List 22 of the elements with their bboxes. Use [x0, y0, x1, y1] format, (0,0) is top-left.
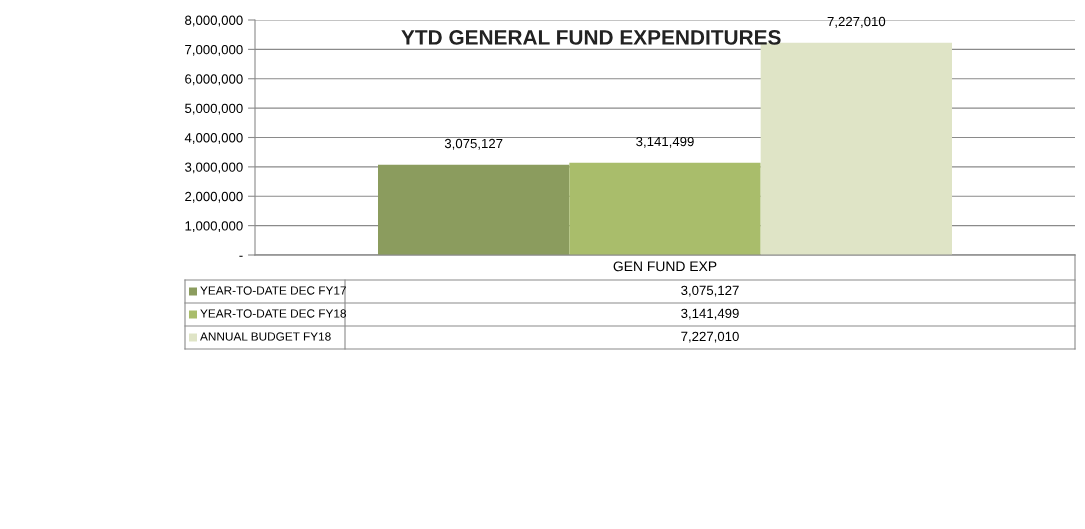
legend-label: ANNUAL BUDGET FY18	[200, 332, 331, 341]
y-tick-label: 6,000,000	[185, 74, 243, 86]
legend-label: YEAR-TO-DATE DEC FY18	[200, 309, 346, 318]
y-tick-label: -	[239, 255, 243, 257]
y-tick-label: 7,000,000	[185, 44, 243, 56]
y-tick-label: 2,000,000	[185, 191, 243, 203]
text: 7,227,010	[681, 331, 739, 343]
y-tick-label: 8,000,000	[185, 15, 243, 27]
y-tick-label: 1,000,000	[185, 221, 243, 233]
text: 3,141,499	[681, 308, 739, 320]
chart-title: YTD GENERAL FUND EXPENDITURES	[401, 30, 781, 45]
legend-label: YEAR-TO-DATE DEC FY17	[200, 286, 346, 295]
bar	[569, 162, 761, 255]
x-tick-label: GEN FUND EXP	[613, 261, 717, 272]
y-tick-label: 5,000,000	[185, 103, 243, 115]
y-tick-label: 4,000,000	[184, 133, 243, 144]
y-tick-label: 3,000,000	[185, 162, 243, 174]
data-label: 3,141,499	[636, 136, 694, 148]
text: 3,075,127	[681, 285, 739, 297]
bar	[378, 164, 570, 255]
data-label: 7,227,010	[827, 16, 886, 28]
data-label: 3,075,127	[444, 138, 503, 150]
